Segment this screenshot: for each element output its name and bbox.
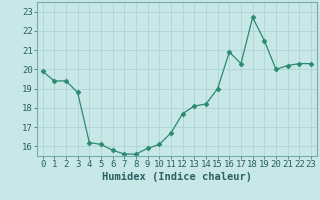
X-axis label: Humidex (Indice chaleur): Humidex (Indice chaleur) bbox=[102, 172, 252, 182]
